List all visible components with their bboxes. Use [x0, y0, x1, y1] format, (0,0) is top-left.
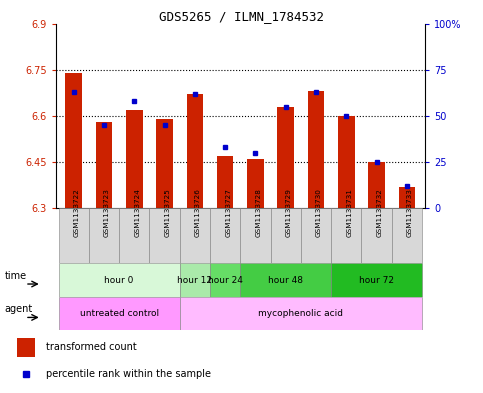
Text: hour 72: hour 72 — [359, 275, 394, 285]
Bar — [180, 263, 210, 297]
Text: GSM1133731: GSM1133731 — [346, 188, 352, 237]
Text: GSM1133727: GSM1133727 — [225, 188, 231, 237]
Bar — [277, 107, 294, 208]
Bar — [338, 116, 355, 208]
Bar — [58, 208, 89, 263]
Bar — [17, 338, 35, 357]
Bar — [368, 162, 385, 208]
Text: GDS5265 / ILMN_1784532: GDS5265 / ILMN_1784532 — [159, 10, 324, 23]
Text: agent: agent — [4, 305, 33, 314]
Bar — [331, 208, 361, 263]
Text: transformed count: transformed count — [46, 342, 137, 352]
Text: hour 0: hour 0 — [104, 275, 134, 285]
Bar — [217, 156, 233, 208]
Bar — [301, 208, 331, 263]
Bar — [149, 208, 180, 263]
Bar — [119, 208, 149, 263]
Bar — [210, 263, 241, 297]
Text: GSM1133730: GSM1133730 — [316, 188, 322, 237]
Bar — [58, 263, 180, 297]
Bar — [241, 208, 270, 263]
Text: GSM1133723: GSM1133723 — [104, 188, 110, 237]
Bar — [308, 91, 325, 208]
Bar — [331, 263, 422, 297]
Text: GSM1133729: GSM1133729 — [286, 188, 292, 237]
Bar — [210, 208, 241, 263]
Text: GSM1133728: GSM1133728 — [256, 188, 261, 237]
Text: GSM1133725: GSM1133725 — [165, 188, 170, 237]
Bar — [247, 159, 264, 208]
Text: GSM1133726: GSM1133726 — [195, 188, 201, 237]
Bar — [180, 208, 210, 263]
Text: hour 48: hour 48 — [268, 275, 303, 285]
Bar — [65, 73, 82, 208]
Bar — [186, 94, 203, 208]
Bar — [58, 297, 180, 330]
Text: hour 12: hour 12 — [177, 275, 213, 285]
Text: GSM1133722: GSM1133722 — [74, 188, 80, 237]
Text: GSM1133732: GSM1133732 — [377, 188, 383, 237]
Text: time: time — [4, 271, 27, 281]
Bar — [89, 208, 119, 263]
Bar — [392, 208, 422, 263]
Bar — [241, 263, 331, 297]
Bar — [126, 110, 142, 208]
Text: GSM1133724: GSM1133724 — [134, 188, 140, 237]
Bar — [398, 187, 415, 208]
Text: hour 24: hour 24 — [208, 275, 242, 285]
Text: GSM1133733: GSM1133733 — [407, 188, 413, 237]
Bar — [180, 297, 422, 330]
Text: percentile rank within the sample: percentile rank within the sample — [46, 369, 211, 379]
Bar — [156, 119, 173, 208]
Bar — [361, 208, 392, 263]
Text: mycophenolic acid: mycophenolic acid — [258, 309, 343, 318]
Bar — [270, 208, 301, 263]
Text: untreated control: untreated control — [80, 309, 159, 318]
Bar — [96, 122, 113, 208]
